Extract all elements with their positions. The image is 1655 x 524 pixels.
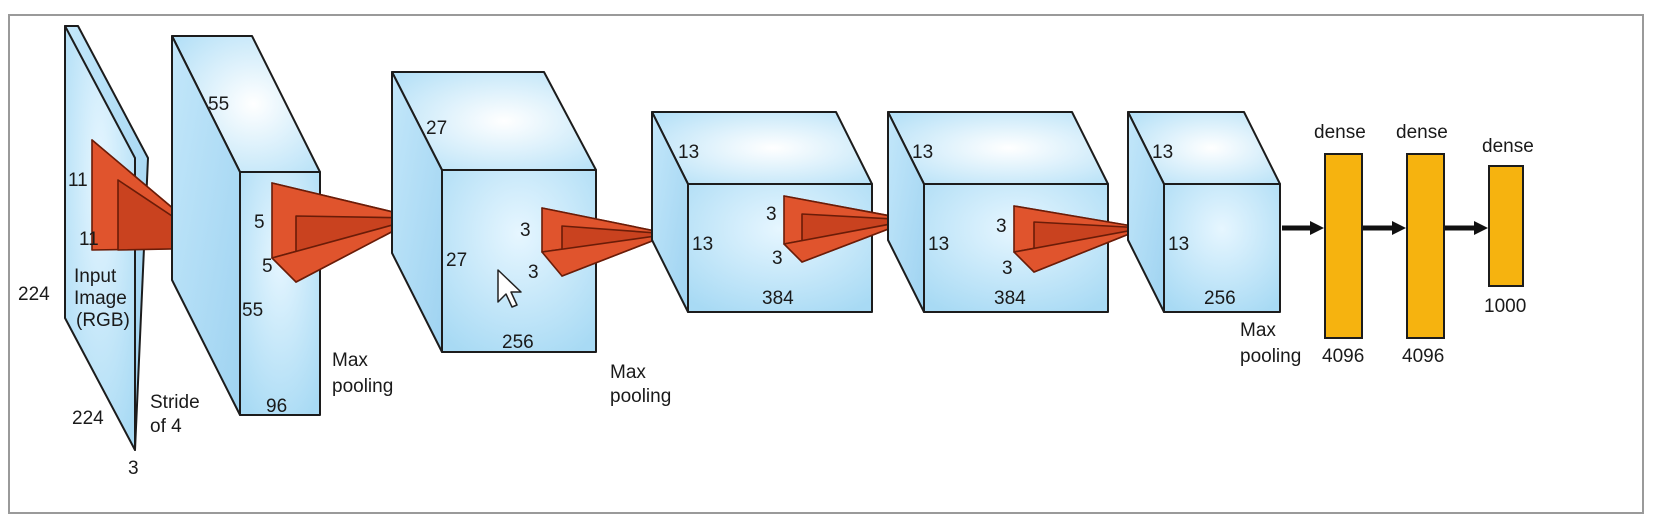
dense2-bar [1406,153,1445,339]
conv2-depth-label: 256 [502,332,534,353]
conv1-depth-label: 96 [266,396,287,417]
arrow-dense2-to-dense3 [1444,221,1488,235]
dense3-units-label: 1000 [1484,296,1526,317]
pool2-label-line2: pooling [610,386,671,407]
input-width-label: 224 [72,408,104,429]
conv5-depth-label: 256 [1204,288,1236,309]
conv5-size-side-label: 13 [1168,234,1189,255]
conv4-size-side-label: 13 [928,234,949,255]
input-name-line3: (RGB) [76,310,130,331]
pool3-label-line2: pooling [1240,346,1301,367]
input-kernel-w-label: 11 [79,229,99,250]
dense2-units-label: 4096 [1402,346,1444,367]
conv2-size-top-label: 27 [426,118,447,139]
conv1-size-top-label: 55 [208,94,229,115]
conv3-kernel-h-label: 3 [766,204,777,225]
conv3-size-side-label: 13 [692,234,713,255]
conv1-block [171,35,321,416]
pool3-label-line1: Max [1240,320,1276,341]
conv4-size-top-label: 13 [912,142,933,163]
input-kernel-h-label: 11 [68,170,88,191]
conv1-kernel-h-label: 5 [254,212,265,233]
stride-label-line1: Stride [150,392,200,413]
pool1-label-line2: pooling [332,376,393,397]
input-height-label: 224 [18,284,50,305]
conv1-kernel-w-label: 5 [262,256,273,277]
input-depth-label: 3 [128,458,139,479]
input-name-line2: Image [74,288,127,309]
conv1-kernel [271,182,419,283]
conv4-kernel-w-label: 3 [1002,258,1013,279]
mouse-pointer-icon [497,269,522,308]
conv3-size-top-label: 13 [678,142,699,163]
conv2-kernel [541,207,671,277]
dense3-bar [1488,165,1524,287]
dense3-title: dense [1482,136,1534,157]
pool2-label-line1: Max [610,362,646,383]
stride-label-line2: of 4 [150,416,182,437]
conv2-size-side-label: 27 [446,250,467,271]
conv2-kernel-h-label: 3 [520,220,531,241]
conv4-depth-label: 384 [994,288,1026,309]
conv2-kernel-w-label: 3 [528,262,539,283]
conv3-kernel [783,195,913,263]
dense2-title: dense [1396,122,1448,143]
pool1-label-line1: Max [332,350,368,371]
arrow-dense1-to-dense2 [1362,221,1406,235]
conv1-size-side-label: 55 [242,300,263,321]
dense1-units-label: 4096 [1322,346,1364,367]
input-name-line1: Input [74,266,117,287]
conv5-size-top-label: 13 [1152,142,1173,163]
conv4-kernel [1013,205,1145,273]
conv3-depth-label: 384 [762,288,794,309]
arrow-conv5-to-dense1 [1282,221,1324,235]
conv4-kernel-h-label: 3 [996,216,1007,237]
conv5-block [1127,111,1281,313]
dense1-title: dense [1314,122,1366,143]
dense1-bar [1324,153,1363,339]
conv3-kernel-w-label: 3 [772,248,783,269]
